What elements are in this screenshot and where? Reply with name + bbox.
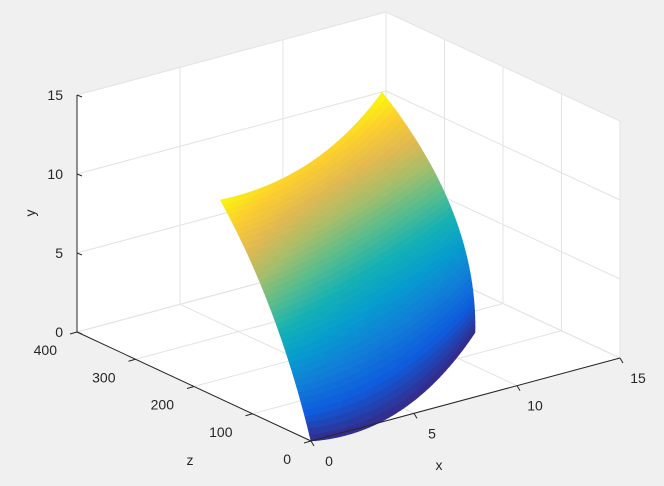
z-tick-mark: [245, 413, 253, 417]
y-tick-label: 10: [47, 166, 63, 182]
y-tick-mark: [76, 252, 83, 256]
x-tick-label: 15: [630, 370, 646, 386]
side-wall-grid-line: [385, 11, 621, 122]
tick-labels: 0 5 10 15 0 100 200 300 400 0 5 10 15: [34, 87, 646, 469]
x-tick-label: 10: [527, 398, 543, 414]
x-tick-mark: [310, 440, 315, 447]
z-tick-label: 200: [151, 397, 175, 413]
y-tick-mark: [76, 331, 83, 335]
x-tick-mark: [516, 385, 521, 391]
x-tick-label: 0: [325, 453, 333, 469]
z-tick-label: 400: [34, 342, 58, 358]
x-tick-mark: [413, 413, 418, 419]
x-tick-mark: [619, 357, 624, 364]
y-tick-mark: [76, 173, 83, 177]
x-tick-label: 5: [428, 425, 436, 441]
z-tick-mark: [128, 358, 136, 362]
surface-plot: [219, 91, 476, 442]
z-tick-mark: [303, 440, 312, 444]
back-wall-grid-line: [76, 11, 387, 96]
y-tick-label: 0: [55, 324, 63, 340]
axes-lines: [69, 94, 624, 447]
z-tick-label: 300: [92, 369, 116, 385]
z-tick-mark: [186, 386, 195, 389]
z-tick-label: 0: [283, 451, 291, 467]
y-tick-mark: [76, 94, 83, 98]
side-wall-grid-line: [385, 90, 621, 201]
y-axis-label: y: [22, 210, 38, 217]
z-tick-mark: [69, 331, 78, 335]
x-axis-label: x: [436, 457, 443, 473]
x-axis-line: [310, 357, 621, 442]
z-axis-label: z: [187, 452, 194, 468]
back-wall-grid-line: [76, 90, 387, 175]
z-tick-label: 100: [209, 424, 233, 440]
y-tick-label: 5: [55, 245, 63, 261]
y-tick-label: 15: [47, 87, 63, 103]
surface-patch: [309, 434, 316, 442]
